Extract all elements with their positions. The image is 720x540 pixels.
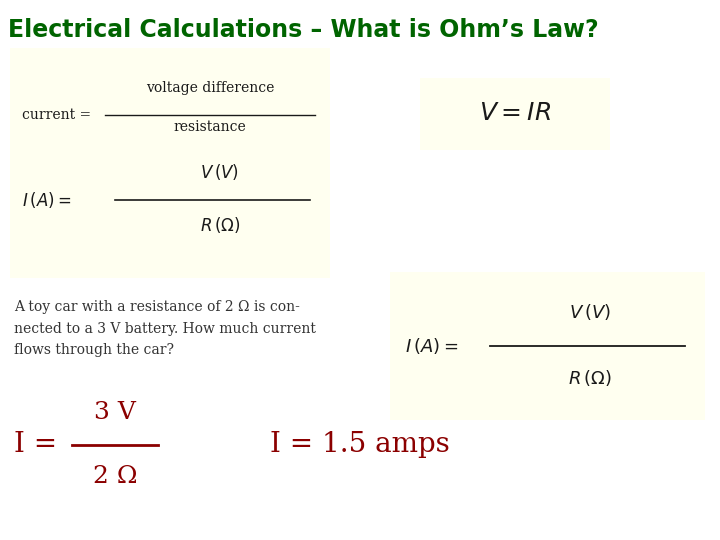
FancyBboxPatch shape bbox=[390, 272, 705, 420]
Text: resistance: resistance bbox=[174, 120, 246, 134]
Text: $R\,(\Omega)$: $R\,(\Omega)$ bbox=[199, 215, 240, 235]
FancyBboxPatch shape bbox=[420, 78, 610, 150]
Text: current =: current = bbox=[22, 108, 91, 122]
Text: $I\,(A) =$: $I\,(A) =$ bbox=[405, 336, 458, 356]
Text: $V\,(V)$: $V\,(V)$ bbox=[569, 302, 611, 322]
Text: $R\,(\Omega)$: $R\,(\Omega)$ bbox=[568, 368, 612, 388]
Text: 3 V: 3 V bbox=[94, 401, 136, 424]
Text: $V = IR$: $V = IR$ bbox=[479, 103, 551, 125]
Text: I = 1.5 amps: I = 1.5 amps bbox=[270, 431, 450, 458]
Text: $V\,(V)$: $V\,(V)$ bbox=[200, 162, 240, 182]
FancyBboxPatch shape bbox=[10, 48, 330, 278]
Text: voltage difference: voltage difference bbox=[146, 81, 274, 95]
Text: I =: I = bbox=[14, 431, 57, 458]
Text: 2 Ω: 2 Ω bbox=[93, 465, 138, 488]
Text: Electrical Calculations – What is Ohm’s Law?: Electrical Calculations – What is Ohm’s … bbox=[8, 18, 598, 42]
Text: A toy car with a resistance of 2 Ω is con-
nected to a 3 V battery. How much cur: A toy car with a resistance of 2 Ω is co… bbox=[14, 300, 316, 357]
Text: $I\,(A) =$: $I\,(A) =$ bbox=[22, 190, 71, 210]
